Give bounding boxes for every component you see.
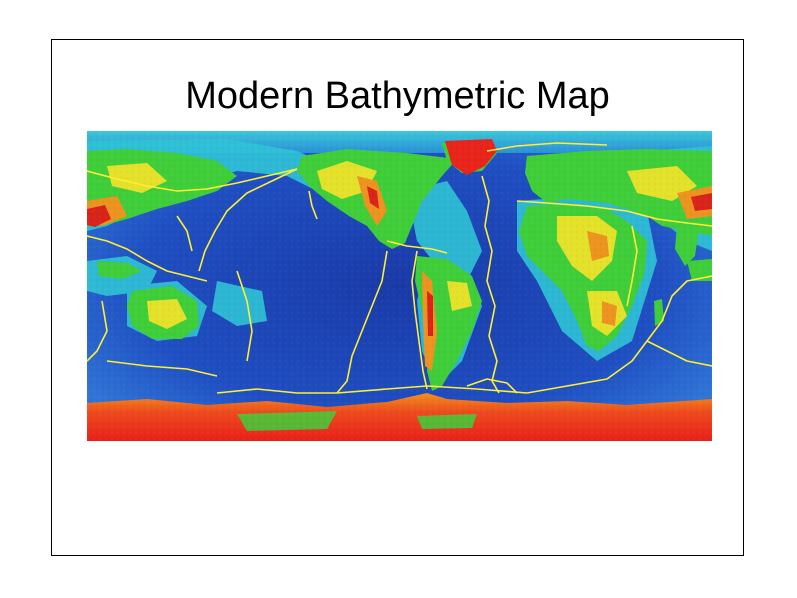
world-map-svg (87, 131, 712, 441)
plate-boundaries (87, 142, 712, 394)
slide-title: Modern Bathymetric Map (185, 75, 610, 117)
relief-texture (87, 131, 712, 441)
slide: Modern Bathymetric Map (51, 39, 744, 556)
bathymetric-map (87, 131, 712, 441)
